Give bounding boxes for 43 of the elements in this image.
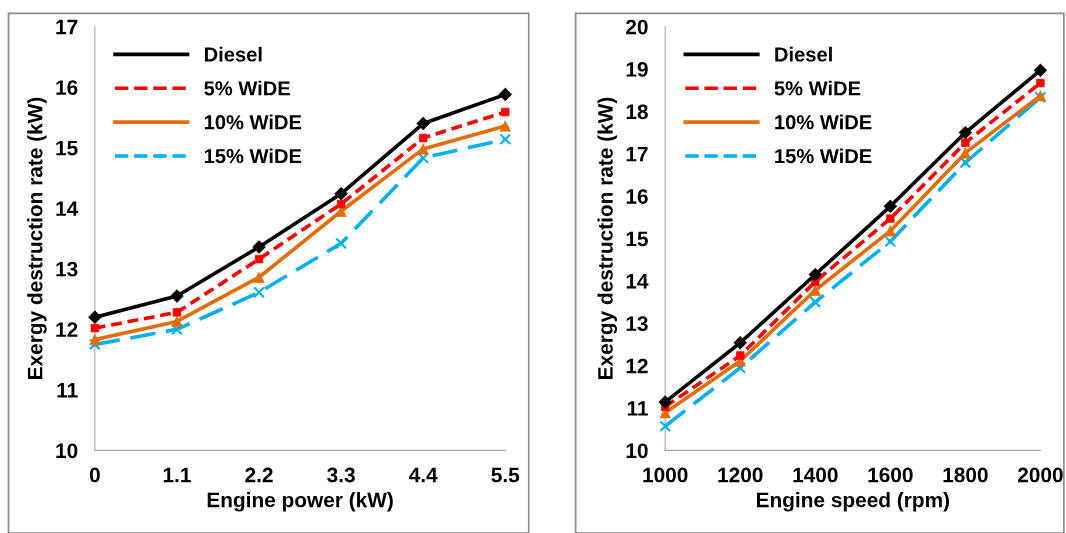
- x-tick-label: 2000: [1017, 467, 1063, 483]
- y-tick-label: 15: [626, 231, 648, 247]
- x-tick-label: 4.4: [409, 467, 438, 483]
- y-tick-label: 19: [626, 62, 648, 77]
- x-tick-label: 1.1: [163, 467, 191, 483]
- y-axis-title: Exergy destruction rate (kW): [597, 97, 618, 379]
- y-tick-label: 14: [626, 274, 649, 289]
- y-tick-label: 10: [56, 443, 78, 459]
- x-axis-title: Engine speed (rpm): [756, 492, 949, 512]
- x-tick-label: 1800: [943, 467, 988, 483]
- x-tick-label: 0: [89, 467, 100, 483]
- y-tick-label: 20: [626, 19, 648, 35]
- legend-label: 5% WiDE: [774, 80, 861, 96]
- x-tick-label: 1000: [643, 467, 688, 483]
- legend-label: 15% WiDE: [775, 148, 872, 164]
- y-tick-label: 12: [56, 322, 78, 337]
- x-tick-label: 1600: [868, 467, 913, 483]
- legend-label: 10% WiDE: [204, 114, 302, 130]
- legend-label: Diesel: [775, 46, 832, 62]
- x-tick-label: 5.5: [491, 467, 520, 483]
- y-tick-label: 14: [56, 201, 79, 216]
- y-tick-label: 18: [626, 104, 648, 120]
- x-axis-title: Engine power (kW): [207, 492, 393, 512]
- x-tick-label: 1400: [793, 467, 838, 483]
- y-tick-label: 12: [626, 358, 648, 374]
- y-tick-label: 11: [57, 383, 78, 398]
- legend-label: 15% WiDE: [204, 148, 302, 164]
- y-tick-label: 11: [627, 401, 648, 416]
- legend-label: 10% WiDE: [775, 114, 872, 130]
- legend-label: 5% WiDE: [204, 80, 290, 96]
- x-tick-label: 2.2: [245, 467, 273, 483]
- y-tick-label: 17: [56, 19, 78, 35]
- y-tick-label: 16: [626, 189, 648, 204]
- y-tick-label: 10: [626, 443, 648, 459]
- y-tick-label: 17: [626, 146, 648, 162]
- x-tick-label: 3.3: [327, 467, 355, 483]
- y-tick-label: 13: [626, 316, 648, 332]
- y-tick-label: 13: [56, 261, 78, 277]
- x-tick-label: 1200: [718, 467, 763, 483]
- y-tick-label: 15: [56, 140, 78, 156]
- legend-label: Diesel: [204, 46, 262, 62]
- y-axis-title: Exergy destruction rate (kW): [27, 97, 47, 379]
- y-tick-label: 16: [56, 80, 78, 95]
